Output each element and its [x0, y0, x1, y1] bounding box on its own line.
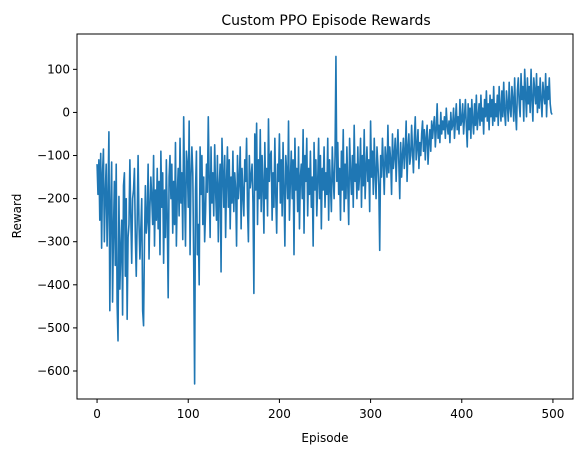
x-tick-label: 200 — [268, 407, 291, 421]
y-tick-label: −300 — [37, 235, 70, 249]
x-tick-label: 400 — [450, 407, 473, 421]
x-tick-label: 0 — [93, 407, 101, 421]
y-axis-ticks: 100 0 −100 −200 −300 −400 −500 −600 — [37, 62, 77, 378]
series-line-rewards — [96, 55, 553, 385]
x-axis-label: Episode — [301, 431, 348, 445]
x-tick-label: 100 — [177, 407, 200, 421]
x-axis-ticks: 0 100 200 300 400 500 — [93, 399, 564, 421]
x-tick-label: 500 — [541, 407, 564, 421]
plot-frame — [76, 33, 574, 400]
chart-title: Custom PPO Episode Rewards — [221, 13, 430, 29]
y-tick-label: 100 — [47, 62, 70, 76]
plot-area — [96, 55, 553, 385]
y-tick-label: −100 — [37, 149, 70, 163]
y-tick-label: −200 — [37, 192, 70, 206]
y-tick-label: −400 — [37, 278, 70, 292]
y-tick-label: 0 — [62, 105, 70, 119]
y-tick-label: −500 — [37, 321, 70, 335]
y-axis-label: Reward — [10, 194, 24, 239]
x-tick-label: 300 — [359, 407, 382, 421]
y-tick-label: −600 — [37, 364, 70, 378]
